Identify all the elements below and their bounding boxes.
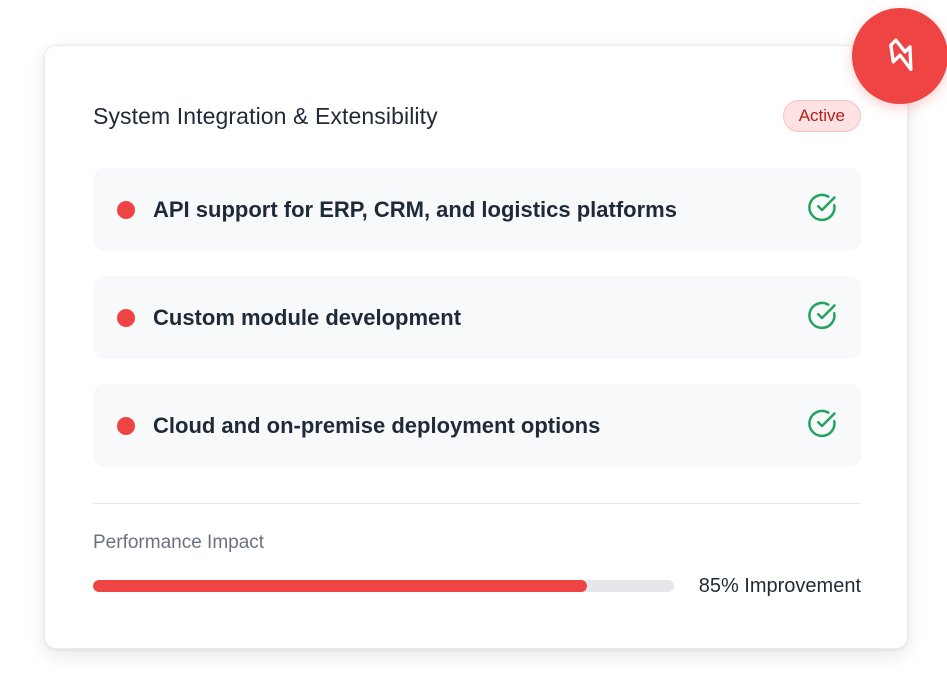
dot-icon <box>117 308 135 327</box>
check-circle-icon <box>807 300 837 335</box>
status-badge: Active <box>782 100 861 132</box>
feature-label: Cloud and on-premise deployment options <box>153 412 601 438</box>
check-circle-icon <box>807 192 837 227</box>
divider <box>93 503 861 504</box>
card-header: System Integration & Extensibility Activ… <box>93 99 861 133</box>
performance-value: 85% Improvement <box>698 574 861 597</box>
feature-label: API support for ERP, CRM, and logistics … <box>153 196 677 222</box>
check-circle-icon <box>807 408 837 443</box>
integration-card: System Integration & Extensibility Activ… <box>44 45 908 649</box>
dot-icon <box>117 416 135 435</box>
dot-icon <box>117 200 135 219</box>
lightning-icon <box>880 36 920 76</box>
feature-list: API support for ERP, CRM, and logistics … <box>93 168 861 492</box>
feature-item: API support for ERP, CRM, and logistics … <box>93 168 861 251</box>
feature-item: Cloud and on-premise deployment options <box>93 384 861 467</box>
lightning-button[interactable] <box>852 8 947 104</box>
card-title: System Integration & Extensibility <box>93 102 438 129</box>
feature-item: Custom module development <box>93 276 861 359</box>
performance-row: 85% Improvement <box>93 573 861 599</box>
feature-label: Custom module development <box>153 304 462 330</box>
performance-label: Performance Impact <box>93 532 265 553</box>
progress-track <box>93 580 674 592</box>
progress-fill <box>93 580 587 592</box>
